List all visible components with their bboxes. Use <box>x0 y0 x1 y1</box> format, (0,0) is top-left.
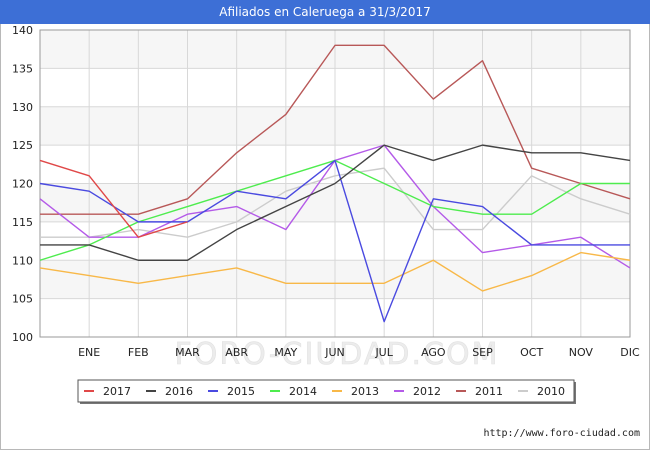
series-line-2017 <box>39 159 188 238</box>
y-tick-label: 115 <box>12 216 33 229</box>
title-bar: Afiliados en Caleruega a 31/3/2017 <box>0 0 650 24</box>
y-tick-label: 100 <box>12 331 33 344</box>
chart-title: Afiliados en Caleruega a 31/3/2017 <box>219 5 431 19</box>
x-tick-label: ABR <box>225 346 248 359</box>
y-axis-ticks: 100 105 110 115 120 125 130 135 140 <box>12 24 33 344</box>
y-tick-label: 135 <box>12 62 33 75</box>
series-line-2016 <box>40 144 631 261</box>
x-tick-label: JUL <box>374 346 393 359</box>
legend-box <box>77 379 575 403</box>
series-line-2010 <box>40 167 631 238</box>
legend-label-2013: 2013 <box>351 385 379 398</box>
y-tick-label: 110 <box>12 254 33 267</box>
x-tick-label: MAY <box>274 346 297 359</box>
x-tick-label: MAR <box>175 346 200 359</box>
legend-label-2012: 2012 <box>413 385 441 398</box>
x-tick-label: ENE <box>78 346 100 359</box>
x-axis-ticks: ENE FEB MAR ABR MAY JUN JUL AGO SEP OCT NOV DIC <box>78 346 640 359</box>
legend-label-2015: 2015 <box>227 385 255 398</box>
x-tick-label: DIC <box>620 346 640 359</box>
y-tick-label: 130 <box>12 101 33 114</box>
y-tick-label: 120 <box>12 178 33 191</box>
x-tick-label: JUN <box>324 346 345 359</box>
legend-label-2017: 2017 <box>103 385 131 398</box>
legend: 2017 2016 2015 2014 2013 2012 2011 2010 <box>77 379 576 404</box>
y-tick-label: 105 <box>12 293 33 306</box>
series-lines <box>39 44 631 323</box>
legend-label-2010: 2010 <box>537 385 565 398</box>
x-tick-label: OCT <box>520 346 543 359</box>
footer-url[interactable]: http://www.foro-ciudad.com <box>483 428 640 439</box>
watermark: FORO-CIUDAD.COM <box>175 337 500 372</box>
y-tick-label: 140 <box>12 24 33 37</box>
series-line-2013 <box>39 251 631 292</box>
x-tick-label: AGO <box>421 346 446 359</box>
series-line-2015 <box>39 159 630 323</box>
series-line-2011 <box>40 44 631 215</box>
x-tick-label: SEP <box>472 346 493 359</box>
legend-label-2014: 2014 <box>289 385 317 398</box>
x-tick-label: FEB <box>128 346 149 359</box>
legend-label-2011: 2011 <box>475 385 503 398</box>
y-tick-label: 125 <box>12 139 33 152</box>
x-tick-label: NOV <box>569 346 594 359</box>
legend-label-2016: 2016 <box>165 385 193 398</box>
